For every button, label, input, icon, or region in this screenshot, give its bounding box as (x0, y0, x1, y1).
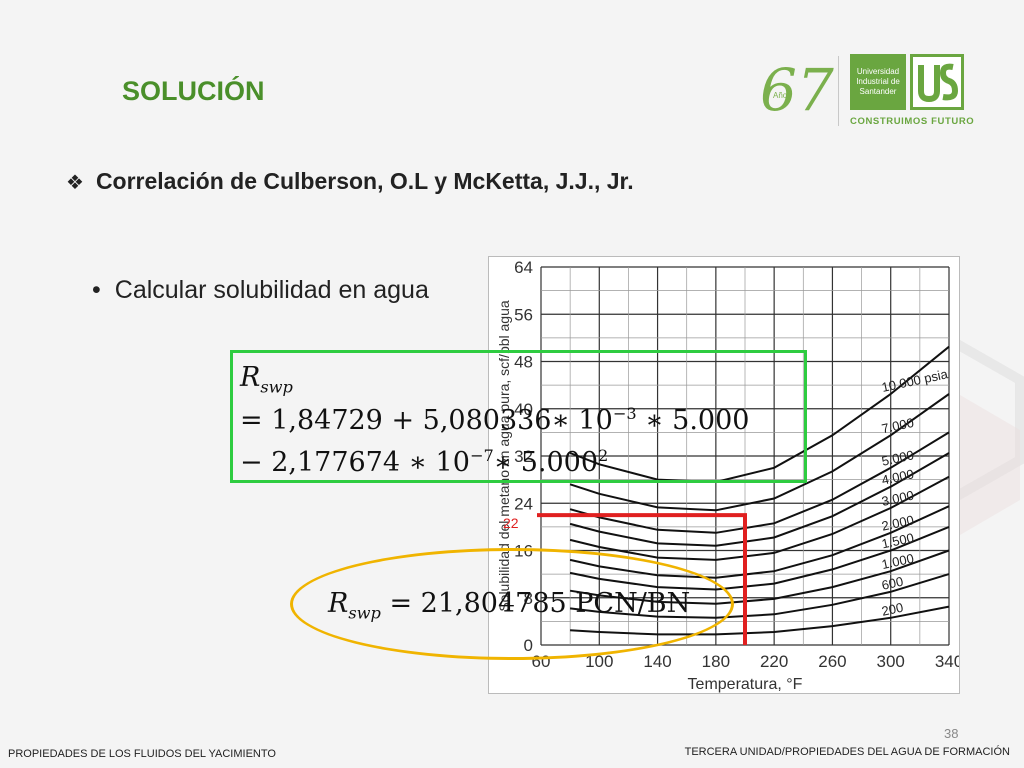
series-label: 3.000 (880, 487, 915, 508)
formula-line-1: Rswp (240, 362, 293, 396)
footer-right: TERCERA UNIDAD/PROPIEDADES DEL AGUA DE F… (684, 746, 1010, 758)
series-label: 7.000 (880, 415, 915, 436)
chart-marker-label: 22 (503, 515, 519, 531)
y-tick-label: 40 (514, 400, 533, 419)
page-number: 38 (944, 726, 959, 741)
y-tick-label: 32 (514, 447, 533, 466)
x-tick-label: 100 (585, 652, 613, 671)
x-tick-label: 220 (760, 652, 788, 671)
series-label: 200 (880, 600, 904, 619)
formula-line-3-prefix: − 2,177674 ∗ 10 (240, 447, 470, 478)
formula-line-3-exponent: −7 (469, 446, 494, 465)
logo-divider (838, 56, 839, 126)
formula-line-3-exponent-2: 2 (598, 446, 609, 465)
university-line-2: Industrial de (856, 77, 900, 86)
series-label: 1.500 (880, 530, 915, 551)
annotation-line (537, 513, 747, 645)
x-tick-label: 300 (877, 652, 905, 671)
x-tick-label: 140 (643, 652, 671, 671)
result-value: = 21,804785 PCN/BN (380, 588, 691, 619)
series-line-9 (569, 345, 950, 484)
uis-emblem-icon (910, 54, 964, 110)
section-heading: ❖ Correlación de Culberson, O.L y McKetta… (66, 168, 634, 195)
university-line-1: Universidad (856, 67, 900, 76)
formula-symbol: R (240, 362, 261, 393)
university-name-box: Universidad Industrial de Santander (850, 54, 906, 110)
y-tick-label: 56 (514, 305, 533, 324)
y-tick-label: 64 (514, 258, 533, 277)
university-line-3: Santander (859, 87, 897, 96)
series-label: 600 (880, 574, 904, 593)
series-label: 2.000 (880, 512, 915, 533)
x-tick-label: 260 (818, 652, 846, 671)
formula-subscript: swp (260, 377, 293, 397)
result-formula: Rswp = 21,804785 PCN/BN (328, 588, 690, 622)
formula-line-2-prefix: = 1,84729 + 5,080336∗ 10 (240, 405, 613, 436)
series-line-8 (569, 393, 950, 512)
y-axis-label: Solubilidad del metano en agua pura, scf… (496, 300, 512, 612)
footer-left: PROPIEDADES DE LOS FLUIDOS DEL YACIMIENT… (8, 748, 276, 760)
anniversary-logo: 67 Años (760, 56, 834, 124)
anniversary-number: 67 (760, 56, 834, 124)
x-axis-label: Temperatura, °F (688, 676, 803, 693)
bullet-item: • Calcular solubilidad en agua (92, 276, 429, 305)
formula-line-2-suffix: ∗ 5.000 (636, 405, 750, 436)
result-highlight-ellipse (290, 548, 734, 660)
chart-svg: 60 100 140 180 220 260 300 34008162432404856642… (496, 258, 963, 693)
bullet-text: Calcular solubilidad en agua (114, 276, 429, 304)
series-label: 5.000 (880, 447, 915, 468)
formula-line-3-mid: ∗ 5.000 (493, 447, 599, 478)
series-label: 4.000 (880, 466, 915, 487)
x-tick-label: 340 (935, 652, 959, 671)
university-logo: 67 Años Universidad Industrial de Santan… (758, 48, 978, 134)
anniversary-label: Años (773, 91, 791, 100)
slide-title: SOLUCIÓN (122, 76, 265, 106)
formula-line-2: = 1,84729 + 5,080336∗ 10−3 ∗ 5.000 (240, 404, 749, 436)
formula-line-3: − 2,177674 ∗ 10−7∗ 5.0002 (240, 446, 608, 478)
formula-box (230, 350, 807, 483)
result-symbol: R (328, 588, 349, 619)
result-subscript: swp (348, 603, 381, 623)
y-tick-label: 48 (514, 353, 533, 372)
bullet-dot-icon: • (92, 276, 101, 304)
heading-text: Correlación de Culberson, O.L y McKetta,… (95, 168, 634, 194)
y-tick-label: 24 (514, 494, 533, 513)
series-label: 1.000 (880, 551, 915, 572)
x-tick-label: 180 (702, 652, 730, 671)
diamond-bullet-icon: ❖ (66, 172, 84, 194)
logo-tagline: CONSTRUIMOS FUTURO (850, 116, 975, 127)
formula-line-2-exponent: −3 (612, 404, 637, 423)
